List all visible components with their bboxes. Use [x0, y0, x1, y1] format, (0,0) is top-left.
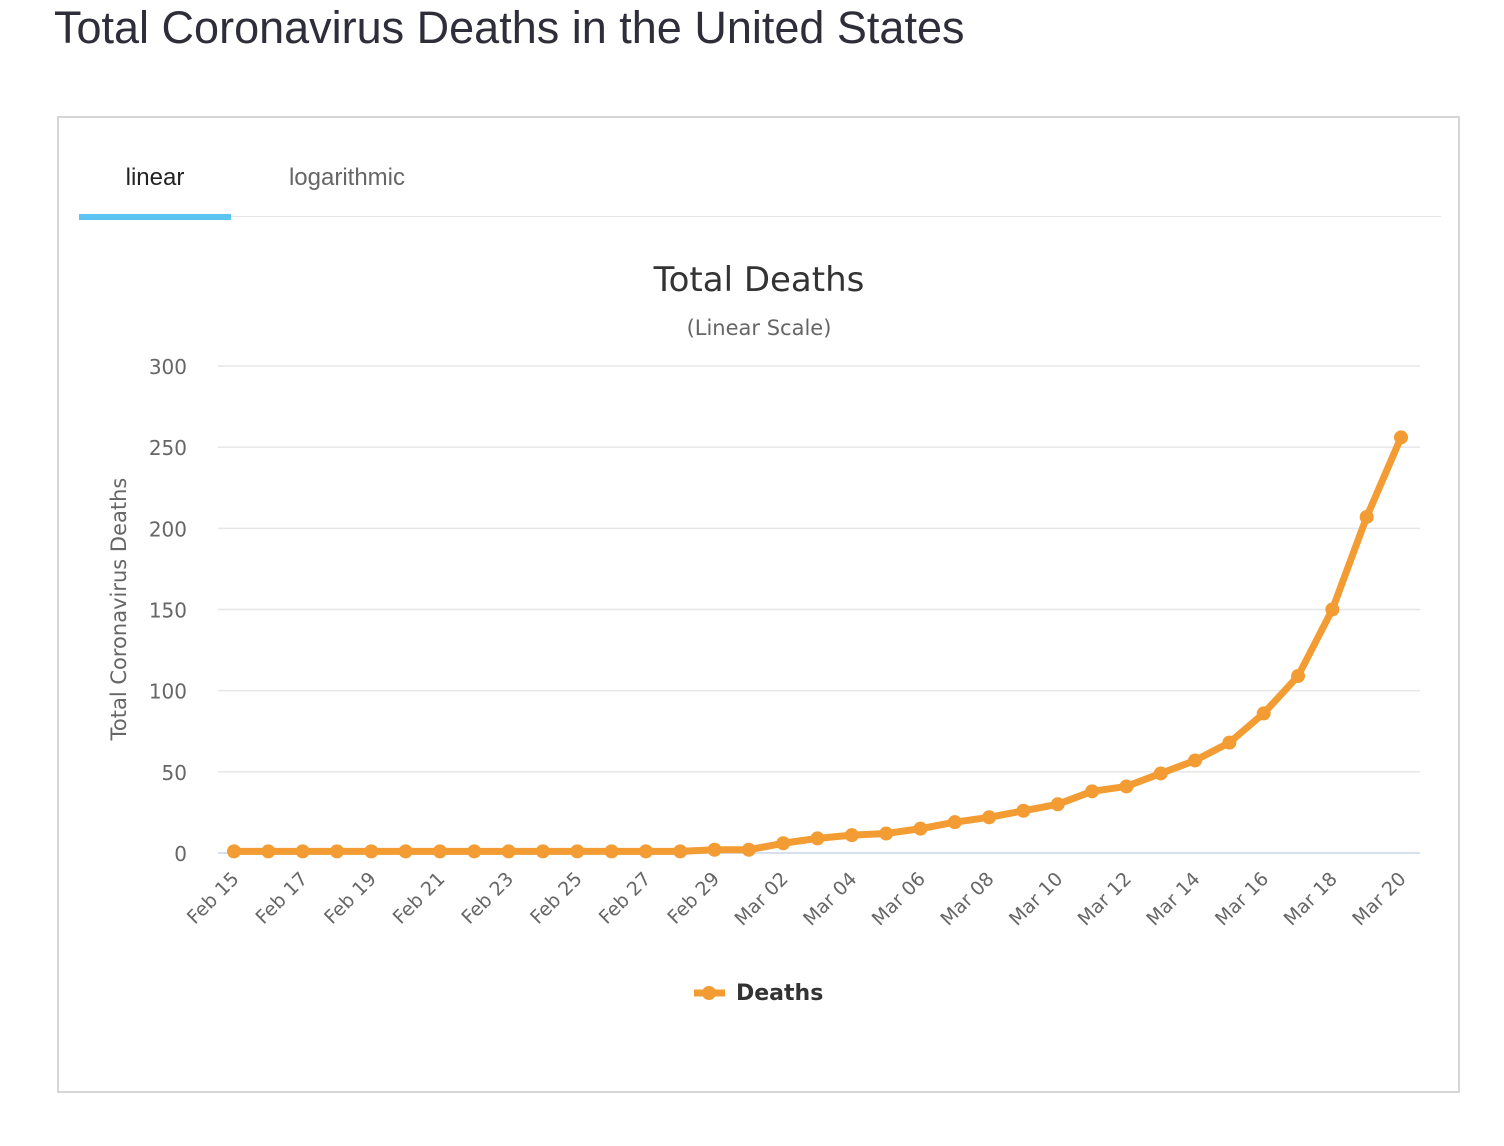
x-tick-label: Feb 25 [526, 868, 587, 929]
y-axis-ticks: 0 50 100 150 200 250 300 [149, 355, 187, 866]
data-point [707, 842, 722, 857]
data-point [1153, 766, 1168, 781]
chart-panel: linear logarithmic [57, 116, 1460, 1093]
x-tick-label: Mar 04 [799, 868, 861, 930]
data-point [432, 844, 447, 859]
data-point [1085, 784, 1100, 799]
legend-marker-icon [702, 986, 716, 1000]
tab-logarithmic[interactable]: logarithmic [267, 158, 427, 216]
page-title: Total Coronavirus Deaths in the United S… [54, 2, 965, 53]
chart-subtitle: (Linear Scale) [687, 316, 832, 340]
data-point [535, 844, 550, 859]
tab-linear-label: linear [125, 164, 185, 191]
series-deaths [227, 430, 1408, 859]
data-point [261, 844, 276, 859]
data-point [913, 821, 928, 836]
legend[interactable]: Deaths [694, 981, 823, 1006]
data-point [741, 842, 756, 857]
y-tick-label: 50 [162, 761, 187, 785]
scale-tabs: linear logarithmic [79, 158, 1441, 220]
data-point [227, 844, 241, 859]
data-point [398, 844, 413, 859]
x-tick-label: Feb 27 [595, 868, 656, 929]
tab-logarithmic-label: logarithmic [288, 164, 406, 191]
data-point [947, 815, 962, 830]
data-point [638, 844, 653, 859]
data-point [810, 831, 825, 846]
data-point [467, 844, 482, 859]
x-tick-label: Mar 20 [1348, 868, 1410, 930]
y-tick-label: 200 [149, 517, 187, 541]
tab-linear[interactable]: linear [79, 158, 231, 220]
data-point [1394, 430, 1408, 445]
data-point [295, 844, 310, 859]
y-tick-label: 250 [149, 436, 187, 460]
y-axis-title: Total Coronavirus Deaths [107, 478, 131, 742]
data-point [879, 826, 894, 841]
chart-title: Total Deaths [653, 260, 865, 300]
y-tick-label: 150 [149, 599, 187, 623]
x-tick-label: Mar 16 [1211, 868, 1273, 930]
data-point [329, 844, 344, 859]
x-tick-label: Mar 08 [936, 868, 998, 930]
x-tick-label: Mar 10 [1005, 868, 1067, 930]
data-point [1291, 669, 1306, 684]
x-tick-label: Feb 21 [389, 868, 450, 929]
data-point [982, 810, 997, 825]
data-point [1119, 779, 1134, 794]
data-point [1325, 602, 1340, 617]
data-point [844, 828, 859, 843]
data-point [604, 844, 619, 859]
legend-label-deaths: Deaths [736, 981, 823, 1006]
gridlines [218, 365, 1420, 854]
x-tick-label: Feb 29 [663, 868, 724, 929]
data-point [364, 844, 379, 859]
x-tick-label: Feb 19 [320, 868, 381, 929]
y-tick-label: 100 [149, 680, 187, 704]
data-point [1256, 706, 1271, 721]
data-point [1359, 509, 1374, 524]
data-point [673, 844, 688, 859]
x-tick-label: Mar 12 [1074, 868, 1136, 930]
data-point [570, 844, 585, 859]
series-line [230, 433, 1405, 855]
data-point [1188, 753, 1203, 768]
active-tab-indicator [79, 214, 231, 220]
data-point [501, 844, 516, 859]
y-tick-label: 0 [174, 842, 187, 866]
x-tick-label: Mar 02 [730, 868, 792, 930]
x-tick-label: Feb 17 [251, 868, 312, 929]
data-point [776, 836, 791, 851]
data-point [1016, 803, 1031, 818]
x-tick-label: Feb 23 [457, 868, 518, 929]
x-tick-label: Feb 15 [183, 868, 244, 929]
y-tick-label: 300 [149, 355, 187, 379]
data-point [1050, 797, 1065, 812]
x-axis-ticks: Feb 15 Feb 17 Feb 19 Feb 21 Feb 23 Feb 25 Feb … [183, 868, 1411, 930]
x-tick-label: Mar 14 [1142, 868, 1204, 930]
data-point [1222, 735, 1237, 750]
x-tick-label: Mar 18 [1280, 868, 1342, 930]
x-tick-label: Mar 06 [868, 868, 930, 930]
